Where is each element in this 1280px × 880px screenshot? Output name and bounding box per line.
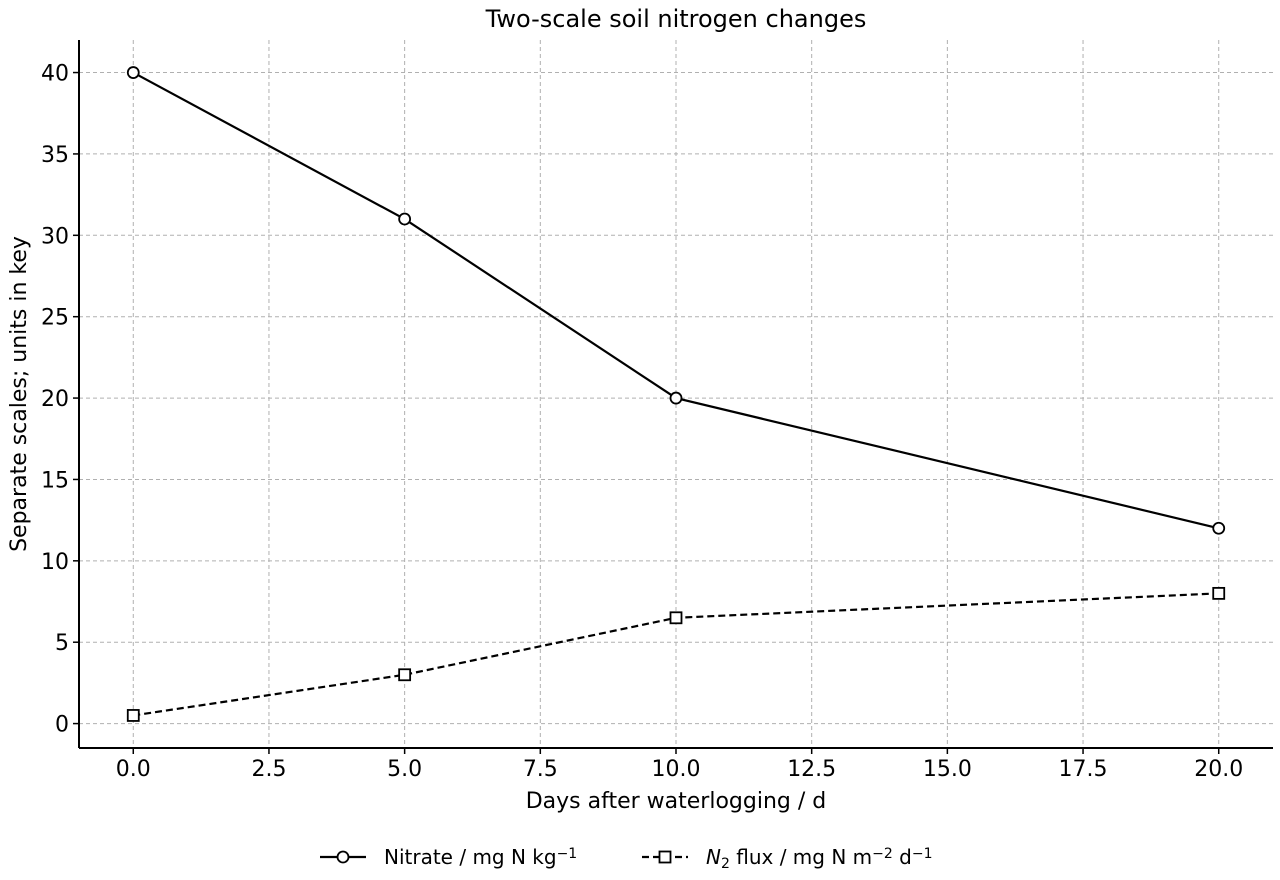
x-tick-label: 7.5 bbox=[523, 757, 558, 782]
legend-label: N2 flux / mg N m−2 d−1 bbox=[706, 845, 933, 872]
x-tick-label: 0.0 bbox=[116, 757, 151, 782]
legend-marker bbox=[336, 850, 350, 864]
x-tick-label: 2.5 bbox=[251, 757, 286, 782]
x-axis-ticks: 0.0 2.5 5.0 7.5 10.0 12.5 15.0 17.5 20.0 bbox=[116, 748, 1243, 782]
data-point bbox=[669, 391, 683, 405]
grid bbox=[79, 40, 1273, 748]
legend-item: Nitrate / mg N kg−1 bbox=[320, 845, 577, 869]
data-point bbox=[669, 611, 683, 625]
y-tick-label: 15 bbox=[41, 468, 69, 493]
legend-label: Nitrate / mg N kg−1 bbox=[384, 845, 577, 869]
x-tick-label: 5.0 bbox=[387, 757, 422, 782]
data-point bbox=[126, 66, 140, 79]
data-point bbox=[126, 709, 140, 722]
series-1 bbox=[126, 66, 1226, 535]
legend-item: N2 flux / mg N m−2 d−1 bbox=[642, 845, 933, 872]
y-tick-label: 35 bbox=[41, 143, 69, 168]
data-point bbox=[398, 668, 412, 682]
y-tick-label: 30 bbox=[41, 224, 69, 249]
series-2 bbox=[126, 586, 1226, 722]
y-tick-label: 5 bbox=[55, 631, 69, 656]
x-tick-label: 12.5 bbox=[787, 757, 836, 782]
y-tick-label: 40 bbox=[41, 62, 69, 87]
y-axis-ticks: 0 5 10 15 20 25 30 35 40 bbox=[41, 62, 79, 738]
y-axis-label: Separate scales; units in key bbox=[7, 236, 32, 552]
chart-title: Two-scale soil nitrogen changes bbox=[485, 5, 867, 33]
x-tick-label: 10.0 bbox=[652, 757, 701, 782]
x-tick-label: 20.0 bbox=[1194, 757, 1243, 782]
x-tick-label: 15.0 bbox=[923, 757, 972, 782]
data-point bbox=[1212, 586, 1226, 600]
series-line bbox=[132, 71, 1219, 530]
data-point bbox=[1212, 521, 1226, 535]
x-tick-label: 17.5 bbox=[1059, 757, 1108, 782]
series-line bbox=[133, 592, 1219, 717]
series-layer bbox=[126, 66, 1226, 722]
y-tick-label: 10 bbox=[41, 550, 69, 575]
data-point bbox=[398, 212, 412, 226]
y-tick-label: 25 bbox=[41, 306, 69, 331]
y-tick-label: 20 bbox=[41, 387, 69, 412]
legend-marker bbox=[658, 850, 672, 864]
x-axis-label: Days after waterlogging / d bbox=[526, 789, 827, 814]
y-tick-label: 0 bbox=[55, 713, 69, 738]
legend: Nitrate / mg N kg−1 N2 flux / mg N m−2 d−… bbox=[320, 845, 933, 872]
